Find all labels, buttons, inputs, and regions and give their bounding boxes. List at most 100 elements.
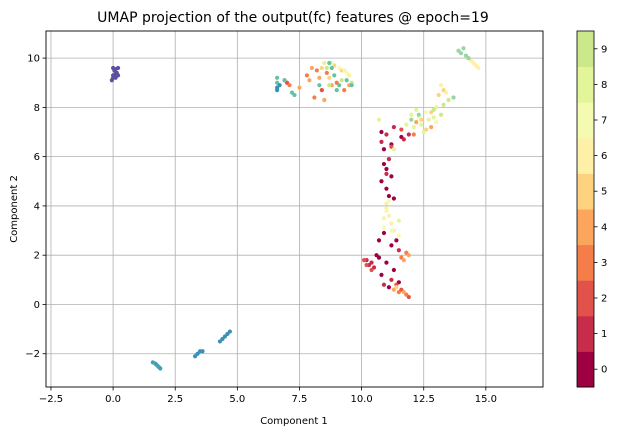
data-point [337,83,342,88]
data-point [406,253,411,258]
data-point [396,290,401,295]
x-tick-label: 12.5 [413,394,435,405]
data-point [446,97,451,103]
data-point [287,83,292,88]
data-point [292,92,297,98]
data-point [414,120,419,125]
data-point [193,354,198,359]
data-point [324,65,329,71]
data-point [426,117,431,122]
x-tick-label: 10.0 [350,394,372,405]
data-point [297,85,302,90]
data-point [327,75,332,80]
data-point [391,147,396,152]
data-point [436,92,441,98]
data-point [324,70,329,75]
data-point [217,339,223,344]
data-point [309,65,314,71]
colorbar-tick-label: 5 [601,187,607,198]
data-point [399,127,404,132]
data-point [381,282,387,287]
data-point [150,360,155,365]
data-point [327,83,332,88]
data-point [416,112,421,117]
y-tick-label: 0 [34,300,40,311]
data-point [314,68,319,73]
data-point [304,73,310,78]
data-point [391,124,396,130]
data-point [386,285,392,290]
data-point [349,83,354,88]
data-point [344,70,349,75]
data-point [419,122,424,127]
data-point [381,216,387,221]
data-point [389,228,394,233]
colorbar: 0 1 2 3 4 5 6 7 8 9 [576,30,607,388]
data-point [115,65,121,71]
data-point [389,221,394,226]
y-tick-label: 2 [34,251,40,262]
colorbar-segment [577,173,594,210]
data-point [386,157,392,162]
x-tick-label: 5.0 [229,394,245,405]
data-point [384,186,389,191]
data-point [384,260,389,265]
data-point [376,255,382,260]
data-point [384,171,389,176]
data-point [414,107,419,112]
data-point [381,147,387,152]
data-point [476,65,481,71]
data-point [386,193,392,199]
y-tick-label: 8 [34,103,40,114]
data-point [384,132,389,137]
colorbar-tick-label: 6 [601,151,607,162]
x-axis-label: Component 1 [260,416,328,427]
data-point [275,88,280,93]
data-point [339,78,344,83]
data-point [322,97,327,103]
data-point [322,60,327,66]
data-point [386,198,392,204]
data-point [429,124,434,130]
data-point [411,124,416,130]
data-point [431,107,436,112]
data-point [381,225,387,231]
data-point [386,213,392,218]
data-point [466,56,471,61]
data-point [376,117,382,122]
colorbar-segment [577,31,594,68]
data-point [344,78,349,83]
x-tick-label: 7.5 [292,394,308,405]
data-point [319,65,324,71]
tick-layer: −2.5 0.0 2.5 5.0 7.5 10.0 12.5 15.0 −2 0 2 4 6 8 10 [25,54,497,405]
colorbar-segment [577,209,594,246]
data-point [443,90,449,95]
colorbar-tick-label: 9 [601,44,607,55]
data-point [396,248,401,253]
colorbar-tick-label: 8 [601,80,607,91]
data-point [409,117,414,122]
data-point [334,88,339,93]
data-point [439,112,444,117]
data-point [369,260,374,265]
colorbar-tick-label: 1 [601,329,607,340]
data-point [389,174,394,179]
data-point [227,329,232,334]
data-point [275,75,280,80]
colorbar-segment [577,351,594,388]
data-point [379,179,384,184]
data-point [424,110,429,115]
data-point [434,120,439,125]
data-point [312,95,317,100]
y-tick-label: −2 [25,349,40,360]
colorbar-segment [577,315,594,352]
data-point [277,83,282,88]
data-point [389,243,394,248]
data-point [421,129,426,135]
chart-title: UMAP projection of the output(fc) featur… [97,10,489,26]
data-point [461,46,466,51]
data-point [404,122,409,127]
x-tick-label: 0.0 [105,394,121,405]
data-point [439,83,444,88]
y-tick-label: 6 [34,152,40,163]
